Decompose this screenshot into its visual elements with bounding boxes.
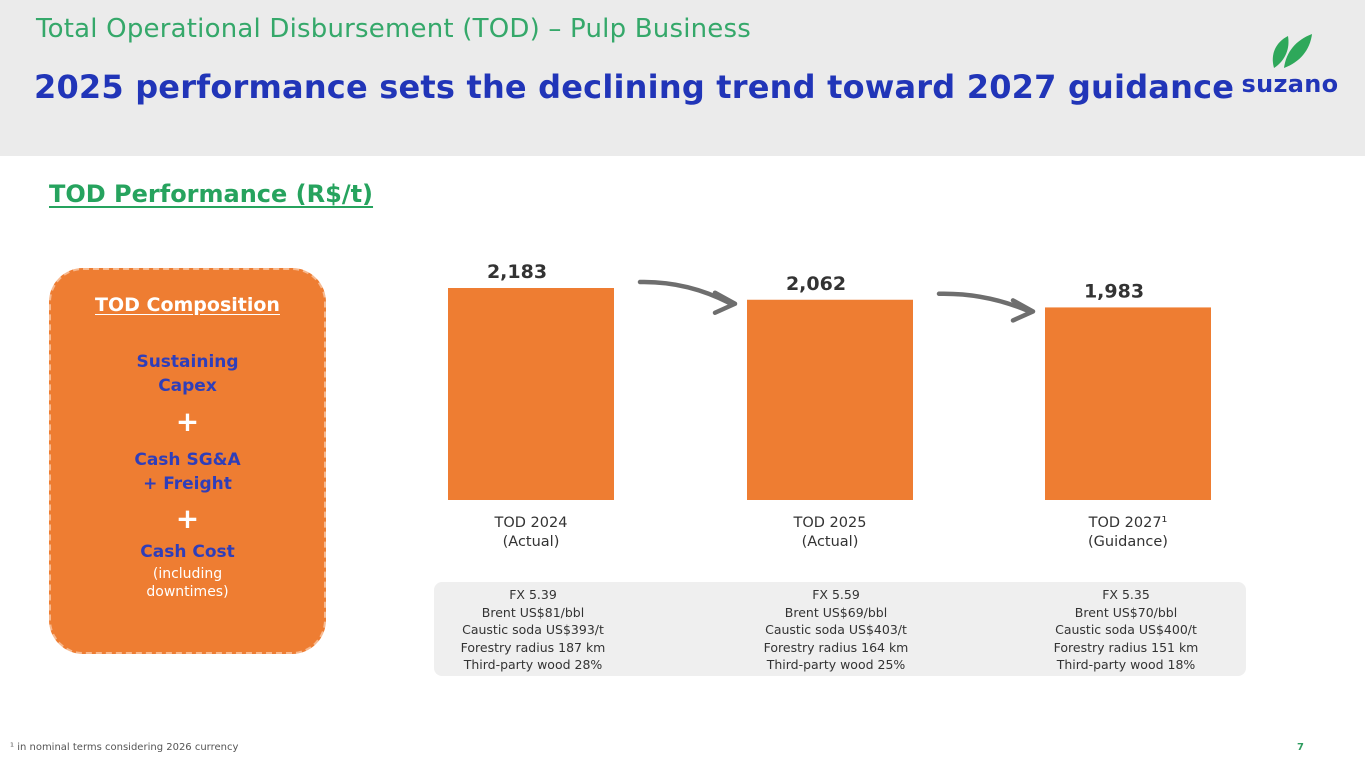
assumption-line: Brent US$69/bbl [784,604,888,620]
cash-sga-line1: Cash SG&A [134,450,241,470]
tod-composition-box: TOD Composition Sustaining Capex + Cash … [49,268,326,654]
page-number: 7 [1297,742,1304,753]
assumption-line: Third-party wood 18% [1056,657,1196,672]
logo-wordmark: suzano [1241,70,1339,98]
assumption-line: FX 5.35 [1102,587,1150,602]
assumption-line: Third-party wood 28% [463,657,603,672]
cash-cost-label: Cash Cost [140,542,235,562]
assumption-line: Brent US$70/bbl [1074,604,1178,620]
assumption-line: Caustic soda US$400/t [1055,622,1197,637]
trend-arrow-2 [936,291,1036,323]
section-title: TOD Performance (R$/t) [49,180,374,208]
category-label: (Actual) [802,534,859,550]
trend-arrow-line [637,279,732,306]
composition-title: TOD Composition [95,294,280,316]
category-label: TOD 2027¹ [1088,515,1168,531]
category-label: TOD 2025 [793,515,867,531]
bar-value-label: 2,183 [487,261,547,283]
footnote: ¹ in nominal terms considering 2026 curr… [10,742,239,753]
bar-3 [1045,307,1211,500]
assumption-line: Forestry radius 164 km [763,639,909,655]
assumption-line: FX 5.39 [509,587,557,602]
sustaining-capex-line2: Capex [158,376,217,396]
assumptions-panel: FX 5.39 Brent US$81/bbl Caustic soda US$… [434,582,1246,676]
assumption-line: Forestry radius 187 km [460,639,606,655]
cash-sga-freight-label: Cash SG&A + Freight [51,448,324,496]
leaf-icon [1272,34,1312,68]
trend-arrow-head [1010,298,1036,323]
trend-arrow-line [936,291,1030,313]
assumption-line: Forestry radius 151 km [1053,639,1199,655]
assumptions-2024: FX 5.39 Brent US$81/bbl Caustic soda US$… [413,586,653,674]
assumption-line: Caustic soda US$393/t [462,622,604,637]
cash-cost-sub2: downtimes) [146,584,229,600]
bar-value-label: 1,983 [1084,280,1144,302]
bar-value-label: 2,062 [786,273,846,295]
plus-icon-2: + [175,502,200,535]
assumptions-2025: FX 5.59 Brent US$69/bbl Caustic soda US$… [716,586,956,674]
category-label: TOD 2024 [494,515,568,531]
category-label: (Actual) [503,534,560,550]
assumptions-2027: FX 5.35 Brent US$70/bbl Caustic soda US$… [1006,586,1246,674]
assumption-line: Third-party wood 25% [766,657,906,672]
category-label: (Guidance) [1088,534,1168,550]
slide-title: 2025 performance sets the declining tren… [34,68,1235,106]
slide-supertitle: Total Operational Disbursement (TOD) – P… [36,14,751,44]
trend-arrow-head [712,290,738,316]
cash-sga-line2: + Freight [143,474,232,494]
sustaining-capex-line1: Sustaining [136,352,239,372]
suzano-logo: suzano [1238,32,1342,98]
bar-2 [747,299,913,500]
header-band: Total Operational Disbursement (TOD) – P… [0,0,1365,156]
trend-arrow-1 [637,279,738,316]
sustaining-capex-label: Sustaining Capex [51,350,324,398]
assumption-line: Caustic soda US$403/t [765,622,907,637]
cash-cost-sub1: (including [152,566,223,582]
assumption-line: FX 5.59 [812,587,860,602]
bar-1 [448,288,614,500]
assumption-line: Brent US$81/bbl [481,604,585,620]
plus-icon-1: + [175,405,200,438]
